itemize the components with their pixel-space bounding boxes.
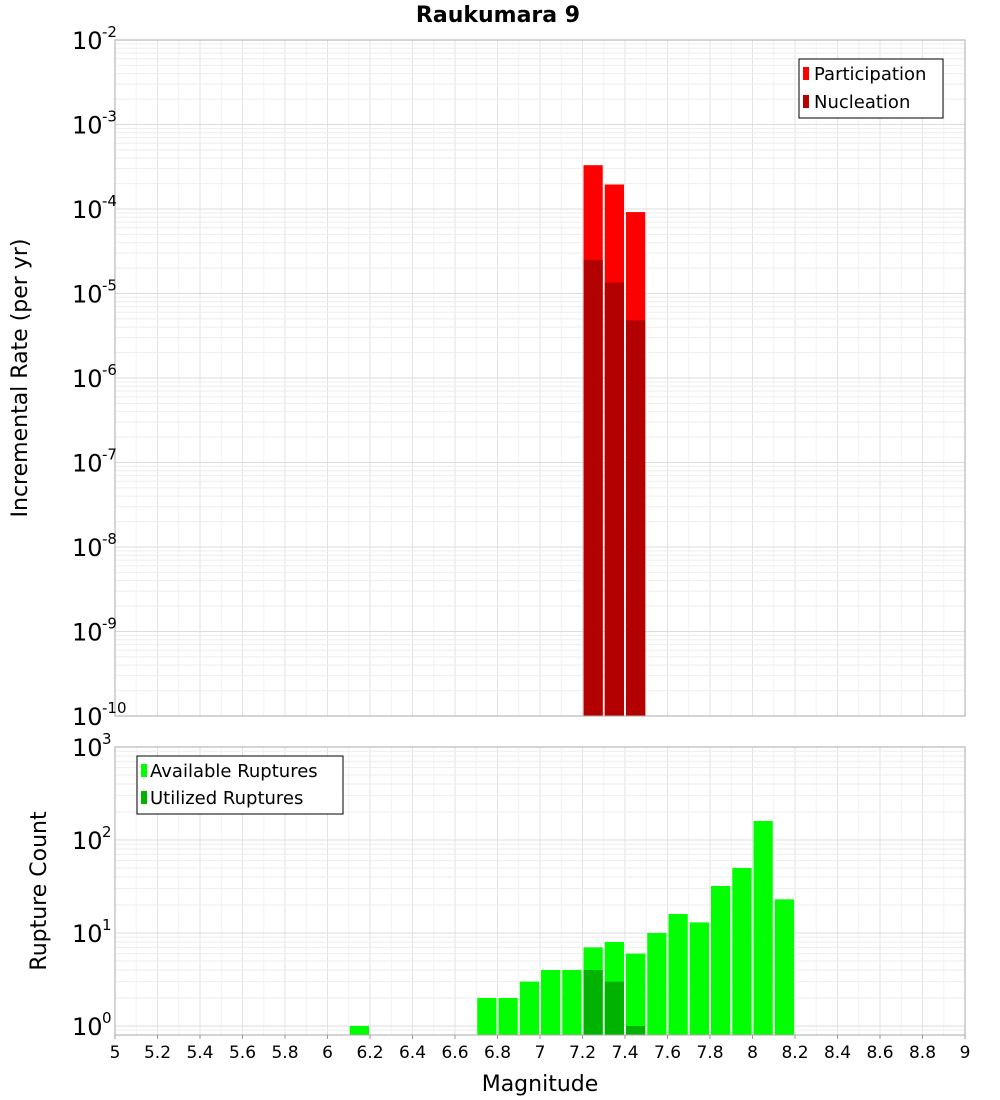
y-tick-label: 10 <box>72 450 103 478</box>
x-tick-label: 7 <box>535 1043 546 1063</box>
x-tick-label: 5.4 <box>186 1043 213 1063</box>
utilized-ruptures-bar <box>604 981 624 1035</box>
available-ruptures-bar <box>519 981 539 1035</box>
rate-legend: Participation Nucleation <box>798 58 944 119</box>
nucleation-legend-label: Nucleation <box>814 92 910 113</box>
utilized-ruptures-bar <box>626 1025 646 1035</box>
y-tick-label: 10 <box>72 534 103 562</box>
y-tick-label: 10 <box>72 1013 103 1041</box>
nucleation-bar <box>583 259 603 716</box>
y-tick-exponent: -8 <box>102 530 117 548</box>
x-tick-label: 9 <box>960 1043 971 1063</box>
available-ruptures-legend-label: Available Ruptures <box>150 761 318 782</box>
utilized-ruptures-bar <box>583 969 603 1035</box>
available-ruptures-bar <box>647 932 667 1035</box>
x-tick-label: 5.8 <box>271 1043 298 1063</box>
y-tick-exponent: -7 <box>102 446 117 464</box>
y-tick-exponent: -4 <box>102 192 117 210</box>
available-ruptures-bar <box>477 997 497 1035</box>
rate-panel-bars <box>583 165 646 717</box>
rate-panel-grid <box>114 39 966 717</box>
x-tick-label: 8.6 <box>866 1043 893 1063</box>
nucleation-bar <box>604 282 624 716</box>
y-tick-label: 10 <box>72 365 103 393</box>
utilized-ruptures-legend-swatch <box>141 791 147 804</box>
x-axis-label: Magnitude <box>482 1072 599 1097</box>
y-tick-exponent: -6 <box>102 361 117 379</box>
available-ruptures-bar <box>732 867 752 1035</box>
available-ruptures-bar <box>349 1025 369 1035</box>
y-tick-exponent: -5 <box>102 277 117 295</box>
count-y-axis-label: Rupture Count <box>27 811 52 971</box>
x-tick-label: 5.2 <box>144 1043 171 1063</box>
count-panel-bars <box>349 821 794 1035</box>
y-tick-label: 10 <box>72 281 103 309</box>
x-tick-label: 5 <box>110 1043 121 1063</box>
rate-y-axis-label: Incremental Rate (per yr) <box>8 239 33 518</box>
y-tick-exponent: -2 <box>102 23 117 41</box>
participation-legend-label: Participation <box>814 64 926 85</box>
y-tick-label: 10 <box>72 619 103 647</box>
x-tick-label: 7.4 <box>611 1043 638 1063</box>
nucleation-legend-swatch <box>803 95 809 108</box>
x-tick-label: 8.2 <box>781 1043 808 1063</box>
y-tick-label: 10 <box>72 27 103 55</box>
y-tick-label: 10 <box>72 703 103 731</box>
y-tick-exponent: 0 <box>102 1009 112 1027</box>
y-tick-exponent: -9 <box>102 615 117 633</box>
available-ruptures-bar <box>562 969 582 1035</box>
y-tick-exponent: -10 <box>102 699 127 717</box>
y-tick-label: 10 <box>72 112 103 140</box>
x-tick-label: 7.2 <box>569 1043 596 1063</box>
chart-title: Raukumara 9 <box>416 3 580 28</box>
available-ruptures-bar <box>498 997 518 1035</box>
x-tick-label: 8 <box>747 1043 758 1063</box>
y-tick-label: 10 <box>72 196 103 224</box>
x-tick-label: 6.8 <box>484 1043 511 1063</box>
x-tick-label: 8.4 <box>824 1043 851 1063</box>
participation-legend-swatch <box>803 67 809 80</box>
x-tick-label: 7.6 <box>654 1043 681 1063</box>
x-tick-label: 6.4 <box>399 1043 426 1063</box>
x-tick-label: 5.6 <box>229 1043 256 1063</box>
available-ruptures-bar <box>668 914 688 1035</box>
x-tick-label: 7.8 <box>696 1043 723 1063</box>
nucleation-bar <box>626 320 646 716</box>
y-tick-label: 10 <box>72 920 103 948</box>
available-ruptures-bar <box>711 886 731 1035</box>
available-ruptures-bar <box>774 899 794 1035</box>
x-tick-labels: 5 5.2 5.4 5.6 5.8 6 6.2 6.4 6.6 6.8 7 7.2 7.4 7.6 7.8 8… <box>110 1035 971 1063</box>
utilized-ruptures-legend-label: Utilized Ruptures <box>150 788 303 809</box>
available-ruptures-bar <box>541 969 561 1035</box>
available-ruptures-legend-swatch <box>141 764 147 777</box>
available-ruptures-bar <box>689 922 709 1035</box>
count-legend-box <box>136 755 344 815</box>
y-tick-exponent: 2 <box>102 823 112 841</box>
x-tick-label: 6 <box>322 1043 333 1063</box>
y-tick-exponent: 1 <box>102 916 112 934</box>
y-tick-exponent: 3 <box>102 730 112 748</box>
x-tick-label: 6.2 <box>356 1043 383 1063</box>
rate-plot-frame <box>114 39 966 717</box>
count-legend: Available Ruptures Utilized Ruptures <box>136 755 344 815</box>
y-tick-exponent: -3 <box>102 108 117 126</box>
x-tick-label: 8.8 <box>909 1043 936 1063</box>
rate-legend-box <box>798 58 944 119</box>
y-tick-label: 10 <box>72 734 103 762</box>
available-ruptures-bar <box>753 821 773 1035</box>
x-tick-label: 6.6 <box>441 1043 468 1063</box>
available-ruptures-bar <box>626 953 646 1035</box>
y-tick-label: 10 <box>72 827 103 855</box>
